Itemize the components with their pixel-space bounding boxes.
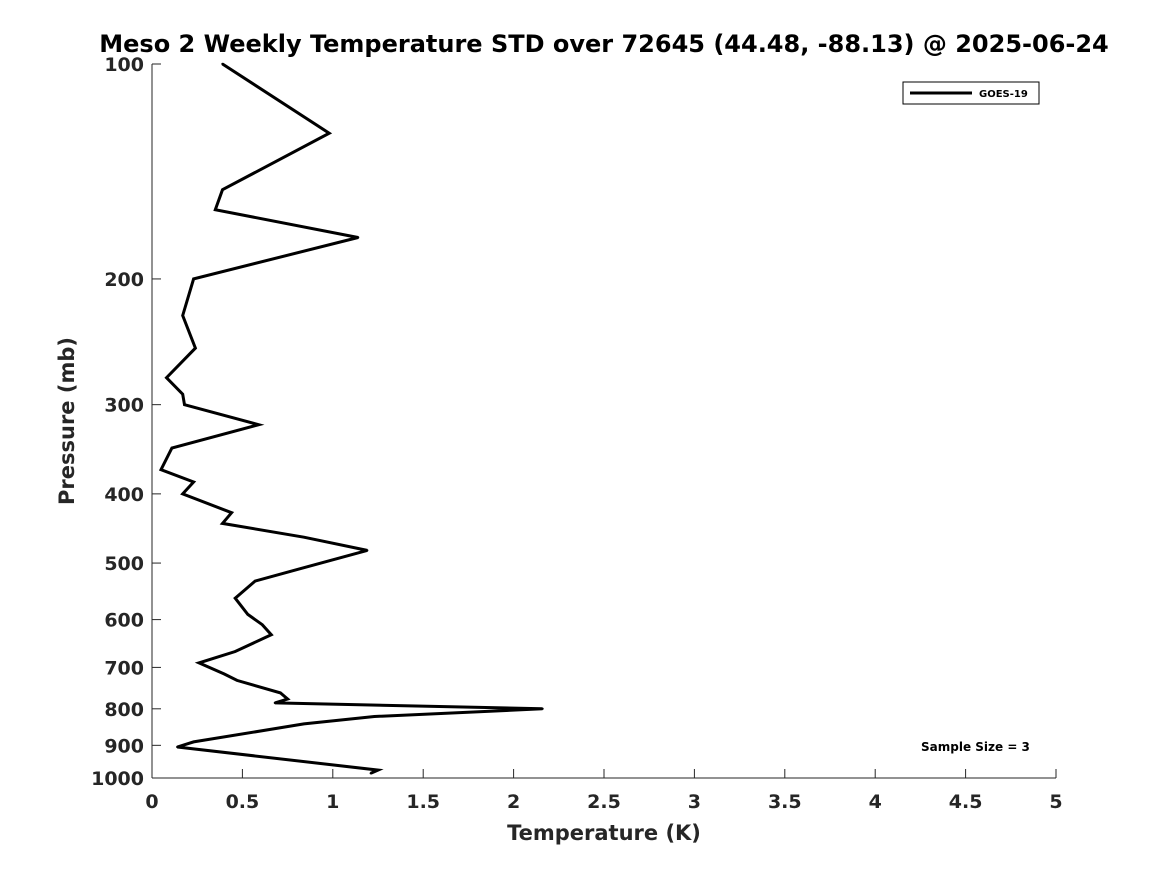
y-tick-label: 400	[104, 484, 144, 506]
data-point	[192, 480, 195, 484]
x-tick-label: 4.5	[949, 791, 983, 813]
data-point	[230, 511, 233, 514]
data-point	[235, 679, 239, 682]
data-point	[246, 613, 249, 616]
data-point	[214, 208, 217, 211]
data-point	[270, 633, 273, 636]
data-point	[279, 691, 282, 695]
data-point	[159, 468, 163, 471]
data-point	[181, 314, 184, 317]
x-tick-label: 2.5	[587, 791, 621, 813]
data-point	[369, 772, 372, 775]
data-point	[221, 522, 224, 525]
x-tick-label: 2	[507, 791, 520, 813]
data-point	[176, 745, 179, 749]
data-point	[197, 661, 201, 665]
data-point	[261, 623, 264, 626]
data-point	[286, 697, 289, 701]
legend-series-label: GOES-19	[979, 89, 1028, 100]
data-point	[253, 579, 257, 583]
y-tick-label: 200	[104, 269, 144, 291]
y-tick-label: 500	[104, 553, 144, 575]
data-point	[181, 393, 184, 396]
x-tick-label: 3	[688, 791, 701, 813]
series-line-goes-19	[158, 62, 543, 775]
y-tick-label: 700	[104, 657, 144, 679]
sample-size-annotation: Sample Size = 3	[921, 740, 1030, 754]
data-point	[221, 62, 224, 66]
data-point	[170, 446, 174, 450]
data-point	[194, 346, 197, 350]
data-point	[366, 549, 369, 552]
x-tick-label: 1.5	[406, 791, 440, 813]
data-point	[223, 672, 226, 676]
data-point	[192, 740, 195, 744]
legend: GOES-19	[902, 81, 1040, 105]
data-point	[541, 707, 544, 710]
x-tick-label: 4	[869, 791, 882, 813]
series-layer	[158, 62, 544, 775]
data-point	[221, 188, 224, 191]
y-tick-label: 800	[104, 699, 144, 721]
x-tick-label: 5	[1049, 791, 1062, 813]
x-tick-label: 0.5	[226, 791, 260, 813]
x-tick-label: 1	[326, 791, 339, 813]
data-point	[181, 492, 184, 496]
data-point	[257, 423, 260, 426]
x-tick-label: 0	[145, 791, 158, 813]
chart-title: Meso 2 Weekly Temperature STD over 72645…	[99, 30, 1109, 58]
y-axis-label: Pressure (mb)	[55, 337, 79, 505]
data-point	[234, 650, 237, 653]
data-point	[328, 132, 331, 135]
data-point	[273, 701, 277, 705]
x-axis-label: Temperature (K)	[507, 821, 701, 845]
y-tick-label: 100	[104, 54, 144, 76]
x-tick-label: 3.5	[768, 791, 802, 813]
axes: 0 0.5 1 1.5 2 2.5 3 3.5 4 4.5 5 100 200 300 400 500 600 7…	[91, 54, 1063, 813]
y-tick-label: 300	[104, 395, 144, 417]
data-point	[302, 536, 306, 539]
data-point	[297, 568, 300, 571]
data-point	[192, 277, 195, 281]
y-tick-label: 900	[104, 735, 144, 757]
data-point	[376, 768, 380, 772]
y-tick-label: 1000	[91, 768, 144, 790]
data-point	[183, 403, 186, 406]
data-point	[165, 376, 168, 379]
data-point	[234, 597, 237, 600]
y-tick-label: 600	[104, 610, 144, 632]
data-point	[356, 236, 360, 239]
data-point	[302, 722, 306, 726]
data-point	[373, 715, 376, 718]
